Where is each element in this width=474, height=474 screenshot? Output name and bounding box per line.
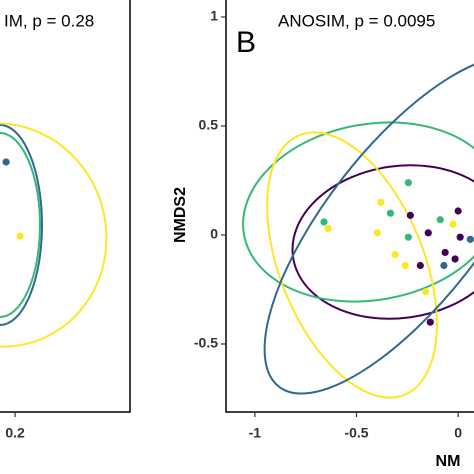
ellipse: [0, 132, 41, 318]
y-tick-label: 1: [210, 8, 218, 24]
y-tick-label: -0.5: [194, 335, 218, 351]
x-tick-label: 0.2: [5, 425, 25, 441]
point: [424, 229, 432, 237]
point: [416, 261, 424, 270]
ellipse: [266, 131, 438, 399]
chart-title: IM, p = 0.28: [4, 11, 94, 30]
x-tick-label: -1: [249, 425, 262, 441]
panel-border: [0, 0, 131, 413]
point: [406, 211, 414, 219]
point: [320, 218, 328, 226]
point: [324, 224, 332, 233]
plot-area: [320, 179, 474, 326]
point: [440, 261, 448, 270]
y-tick-label: 0.5: [199, 117, 219, 133]
y-axis-label: NMDS2: [172, 187, 189, 243]
point: [401, 261, 409, 270]
point: [386, 209, 395, 217]
point: [373, 229, 382, 237]
point: [449, 220, 457, 228]
point: [404, 179, 412, 187]
point: [2, 158, 10, 166]
ellipse: [0, 122, 108, 348]
plot-area: [2, 158, 24, 240]
x-tick-label: 0: [454, 425, 462, 441]
point: [377, 198, 385, 206]
panel-label: B: [236, 26, 256, 59]
point: [454, 207, 462, 215]
point: [441, 248, 449, 257]
panel-border: [225, 0, 474, 413]
point: [391, 251, 399, 259]
point: [456, 233, 464, 241]
point: [422, 288, 430, 296]
ellipse: [263, 55, 474, 395]
point: [451, 255, 459, 263]
ellipse: [291, 164, 474, 320]
point: [16, 232, 24, 240]
ellipses-b: [242, 55, 474, 399]
y-tick-label: 0: [210, 226, 218, 242]
x-axis-label: NM: [436, 453, 461, 470]
ellipse: [242, 121, 474, 303]
chart-title: ANOSIM, p = 0.0095: [278, 11, 435, 30]
ellipse: [0, 124, 43, 326]
point: [404, 233, 412, 241]
point: [426, 318, 434, 326]
x-tick-label: -0.5: [344, 425, 368, 441]
ellipses-a: [0, 122, 108, 348]
point: [466, 235, 474, 243]
point: [436, 216, 444, 224]
